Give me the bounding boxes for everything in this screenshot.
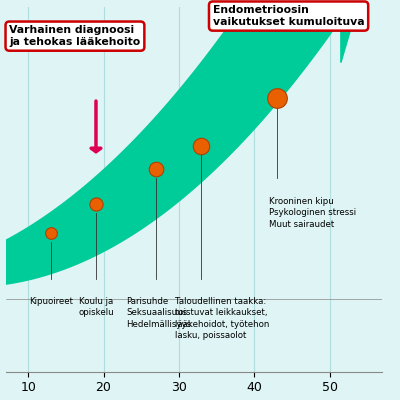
Point bbox=[198, 142, 205, 149]
Polygon shape bbox=[341, 0, 382, 63]
Text: Parisuhde
Seksuaalisuus
Hedelmällisyys: Parisuhde Seksuaalisuus Hedelmällisyys bbox=[126, 297, 191, 329]
Text: Koulu ja
opiskelu: Koulu ja opiskelu bbox=[78, 297, 114, 318]
Text: Endometrioosin
vaikutukset kumuloituva: Endometrioosin vaikutukset kumuloituva bbox=[213, 5, 364, 27]
Text: Varhainen diagnoosi
ja tehokas lääkehoito: Varhainen diagnoosi ja tehokas lääkehoit… bbox=[9, 25, 140, 47]
Text: Taloudellinen taakka:
toistuvat leikkaukset,
lääkehoidot, työtehon
lasku, poissa: Taloudellinen taakka: toistuvat leikkauk… bbox=[175, 297, 270, 340]
Point bbox=[93, 201, 99, 207]
Point bbox=[153, 166, 160, 172]
Text: Kipuoireet: Kipuoireet bbox=[29, 297, 73, 306]
Text: Krooninen kipu
Psykologinen stressi
Muut sairaudet: Krooninen kipu Psykologinen stressi Muut… bbox=[269, 197, 356, 229]
Polygon shape bbox=[6, 0, 345, 284]
Point bbox=[48, 230, 54, 236]
Point bbox=[274, 95, 280, 102]
